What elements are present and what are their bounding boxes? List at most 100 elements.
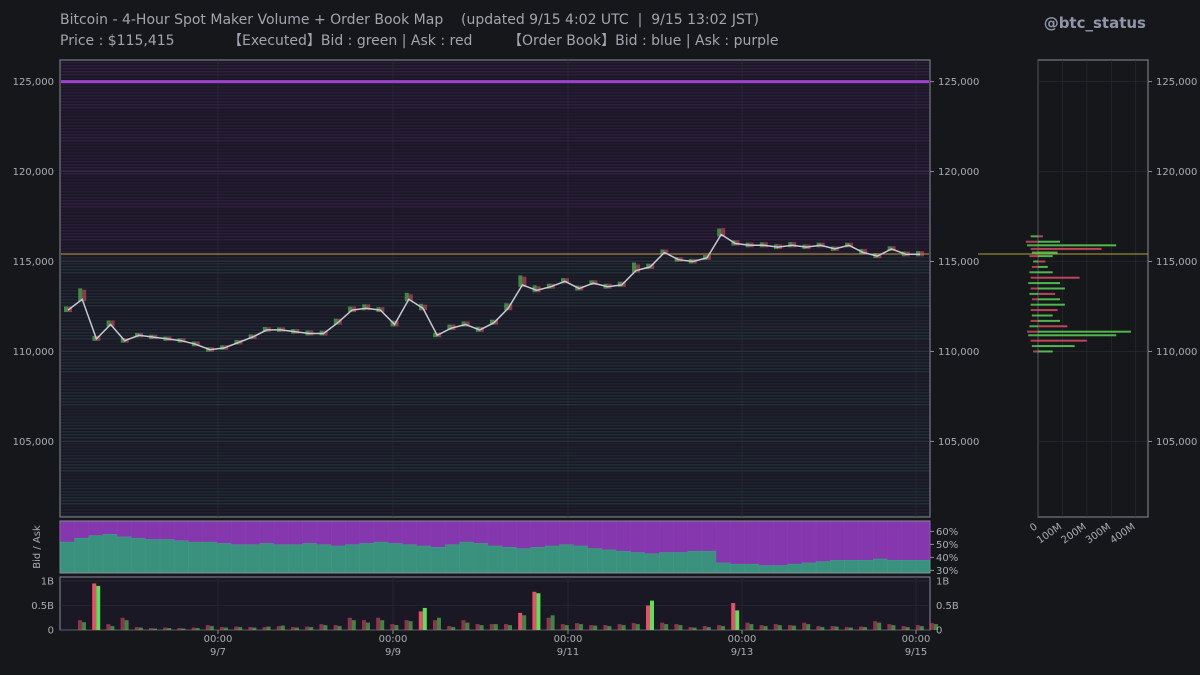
- ask-volume-bar: [149, 628, 153, 630]
- order-book-band: [61, 383, 929, 385]
- bid-share-bar: [473, 543, 489, 573]
- bid-fill-marker: [248, 334, 253, 340]
- bid-volume-bar: [692, 627, 697, 630]
- profile-right-bar: [1038, 235, 1043, 238]
- ask-fill-marker: [110, 320, 115, 327]
- bid-volume-bar: [437, 617, 441, 630]
- ask-share-bar: [844, 521, 859, 561]
- ask-fill-marker: [593, 280, 598, 286]
- ask-share-bar: [131, 521, 146, 539]
- order-book-band: [61, 317, 929, 319]
- order-book-band: [61, 443, 929, 445]
- order-book-band: [61, 284, 929, 286]
- bid-volume-bar: [422, 607, 427, 630]
- ask-volume-bar: [617, 624, 622, 630]
- y-tick-label-left: 110,000: [13, 347, 54, 358]
- bid-volume-bar: [110, 626, 115, 630]
- bid-volume-bar: [280, 625, 285, 630]
- order-book-band: [61, 170, 929, 172]
- bid-fill-marker: [703, 255, 707, 260]
- bid-volume-bar: [593, 625, 598, 630]
- ask-share-bar: [145, 521, 161, 540]
- order-book-band: [61, 206, 929, 208]
- bid-share-bar: [388, 543, 403, 573]
- order-book-band: [61, 419, 929, 421]
- ask-share-bar: [459, 521, 474, 543]
- order-book-band: [61, 437, 929, 439]
- ask-volume-bar: [603, 625, 608, 630]
- bid-share-bar: [644, 553, 660, 573]
- order-book-band: [61, 434, 929, 436]
- x-tick-date: 9/15: [905, 647, 927, 658]
- order-book-band: [61, 461, 929, 463]
- order-book-band: [61, 458, 929, 460]
- order-book-band: [61, 203, 929, 205]
- bid-volume-bar: [607, 626, 612, 630]
- bid-fill-marker: [106, 320, 111, 327]
- bid-volume-bar: [309, 627, 314, 630]
- order-book-band: [61, 71, 929, 73]
- profile-left-bar: [1030, 235, 1038, 238]
- bid-volume-bar: [451, 627, 456, 630]
- profile-right-bar: [1038, 319, 1060, 322]
- bid-share-bar: [373, 541, 389, 573]
- bid-fill-marker: [333, 318, 338, 325]
- bid-fill-marker: [234, 339, 239, 345]
- order-book-band: [61, 164, 929, 166]
- order-book-band: [61, 116, 929, 118]
- bid-volume-bar: [721, 626, 725, 630]
- ask-fill-marker: [820, 242, 825, 248]
- bid-volume-bar: [550, 615, 555, 630]
- ask-share-bar: [502, 521, 517, 548]
- x-tick-date: 9/13: [731, 647, 753, 658]
- profile-left-bar: [1025, 240, 1038, 243]
- bid-share-bar: [216, 543, 232, 573]
- profile-left-bar: [1027, 244, 1038, 247]
- profile-y-tick-label: 120,000: [1156, 167, 1197, 178]
- price-panel: [59, 59, 931, 518]
- profile-x-tick-label: 100M: [1035, 521, 1064, 546]
- bid-share-bar: [915, 560, 931, 573]
- x-tick-time: 00:00: [379, 634, 408, 645]
- order-book-band: [61, 281, 929, 283]
- bid-share-bar: [259, 543, 275, 573]
- ask-volume-bar: [915, 625, 920, 630]
- ask-volume-bar: [873, 621, 878, 630]
- ask-volume-bar: [319, 624, 324, 630]
- x-tick-date: 9/9: [385, 647, 401, 658]
- x-tick-time: 00:00: [902, 634, 931, 645]
- bid-share-bar: [758, 565, 774, 573]
- bid-share-bar: [730, 563, 745, 573]
- order-book-band: [61, 293, 929, 295]
- order-book-band: [61, 395, 929, 397]
- order-book-band: [61, 95, 929, 97]
- ratio-tick-label: 50%: [936, 540, 958, 551]
- order-book-band: [61, 89, 929, 91]
- bid-share-bar: [616, 550, 631, 573]
- order-book-band: [61, 473, 929, 475]
- chart-subtitle: Price : $115,415 【Executed】Bid : green |…: [60, 33, 779, 49]
- bid-share-bar: [359, 543, 375, 573]
- bid-volume-bar: [678, 625, 683, 630]
- order-book-heatmap: [61, 62, 929, 517]
- order-book-band: [61, 338, 929, 340]
- order-book-band: [61, 200, 929, 202]
- bid-fill-marker: [717, 228, 722, 237]
- bid-share-bar: [88, 535, 104, 573]
- ask-share-bar: [530, 521, 546, 548]
- order-book-band: [61, 119, 929, 121]
- bid-share-bar: [402, 544, 417, 573]
- ask-volume-bar: [575, 623, 579, 630]
- ask-fill-marker: [721, 228, 726, 237]
- ask-share-bar: [815, 521, 831, 562]
- ask-volume-bar: [674, 624, 679, 630]
- profile-right-bar: [1038, 292, 1056, 295]
- ask-volume-bar: [631, 623, 636, 630]
- profile-right-bar: [1038, 255, 1053, 258]
- profile-right-bar: [1038, 276, 1080, 279]
- bid-share-bar: [887, 560, 902, 573]
- ask-fill-marker: [707, 255, 711, 260]
- order-book-band: [61, 125, 929, 127]
- ask-share-bar: [516, 521, 531, 549]
